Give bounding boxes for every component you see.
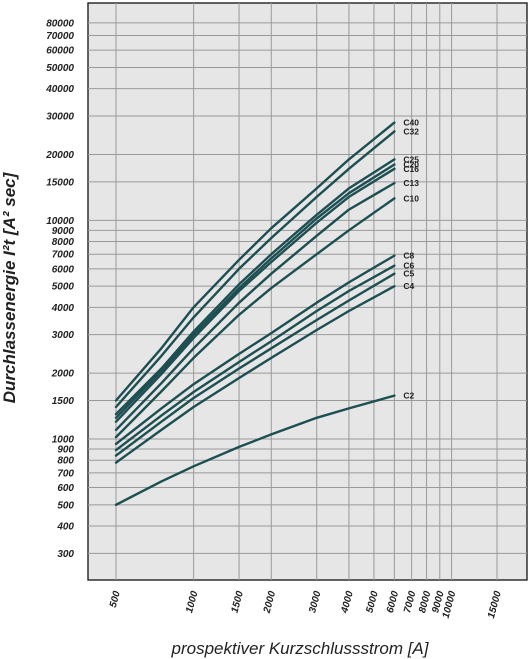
series-label-c8: C8 (403, 251, 414, 261)
series-label-c13: C13 (403, 178, 419, 188)
y-tick-label: 80000 (46, 18, 74, 29)
x-tick-label: 2000 (262, 590, 279, 616)
y-tick-label: 30000 (46, 112, 74, 123)
series-label-c10: C10 (403, 193, 419, 203)
y-tick-label: 10000 (46, 216, 74, 227)
y-tick-label: 600 (57, 483, 74, 494)
x-tick-label: 4000 (339, 590, 356, 616)
series-line-c25 (114, 158, 396, 416)
x-tick-label: 5000 (364, 590, 380, 615)
series-line-c4 (114, 285, 396, 464)
y-tick-label: 7000 (52, 250, 75, 261)
series-line-c10 (114, 197, 396, 439)
x-tick-labels: 500 1000 1500 2000 3000 4000 5000 6000 700080009… (108, 590, 504, 620)
series-label-c4: C4 (403, 281, 414, 291)
series-line-c13 (114, 181, 396, 432)
y-tick-label: 2000 (51, 369, 75, 380)
y-tick-label: 3000 (52, 330, 75, 341)
series-label-c5: C5 (403, 269, 414, 279)
x-tick-label: 1500 (230, 590, 246, 615)
series-line-c8 (114, 254, 396, 446)
y-tick-label: 5000 (52, 282, 75, 293)
y-tick-label: 1000 (52, 435, 75, 446)
series-label-c40: C40 (403, 118, 419, 128)
y-tick-label: 70000 (46, 31, 74, 42)
series-label-c25: C25 (403, 154, 419, 164)
x-axis-title: prospektiver Kurzschlussstrom [A] (171, 639, 430, 658)
y-tick-label: 6000 (52, 264, 75, 275)
x-tick-label: 6000 (385, 590, 401, 615)
x-tick-label: 15000 (486, 590, 504, 620)
y-tick-label: 900 (57, 445, 74, 456)
series-line-c2 (114, 394, 396, 506)
y-gridlines (88, 22, 527, 554)
y-tick-label: 300 (57, 549, 74, 560)
y-axis-title: Durchlassenergie I²t [A² sec] (0, 171, 19, 403)
y-tick-label: 8000 (52, 237, 75, 248)
y-tick-label: 400 (56, 522, 74, 533)
y-tick-label: 50000 (46, 63, 74, 74)
series-lines (114, 121, 396, 506)
series-label-c20: C20 (403, 160, 419, 170)
series-line-c20 (114, 163, 396, 419)
y-tick-label: 500 (57, 500, 74, 511)
plot-area (87, 2, 528, 581)
y-tick-label: 20000 (45, 150, 74, 161)
y-tick-label: 4000 (51, 303, 75, 314)
x-tick-label: 3000 (307, 590, 323, 615)
y-tick-label: 700 (57, 468, 74, 479)
series-line-c40 (114, 121, 396, 402)
series-line-c32 (114, 130, 396, 409)
series-line-c6 (114, 264, 396, 452)
y-tick-label: 60000 (46, 46, 74, 57)
y-tick-label: 9000 (52, 226, 75, 237)
x-tick-label: 500 (108, 590, 123, 609)
series-label-c16: C16 (403, 164, 419, 174)
y-tick-label: 40000 (45, 84, 74, 95)
series-line-c16 (114, 167, 396, 423)
x-tick-label: 7000 (402, 590, 418, 615)
y-tick-label: 800 (57, 456, 74, 467)
y-tick-label: 1500 (52, 396, 75, 407)
series-label-c6: C6 (403, 261, 414, 271)
x-tick-label: 1000 (184, 590, 200, 615)
series-label-c32: C32 (403, 126, 419, 136)
y-tick-label: 15000 (46, 177, 74, 188)
series-line-c5 (114, 272, 396, 457)
series-label-c2: C2 (403, 391, 414, 401)
